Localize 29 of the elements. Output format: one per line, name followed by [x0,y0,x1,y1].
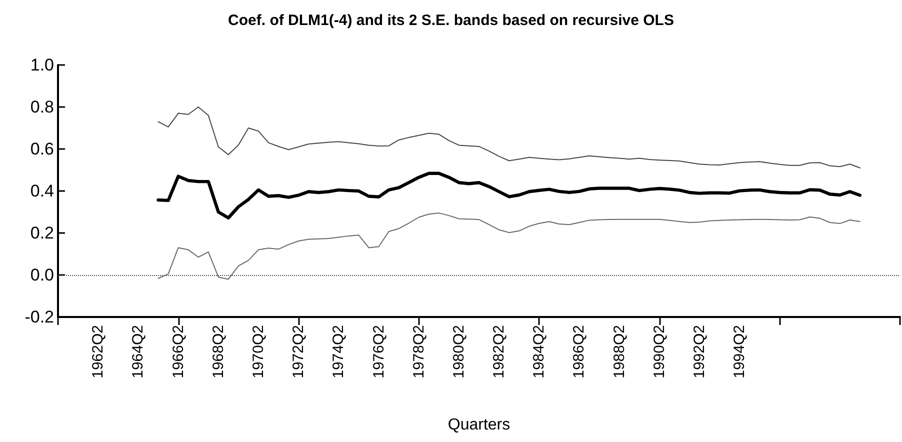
x-tick-label: 1966Q2 [170,325,187,378]
y-tick-label: 0.2 [30,224,54,242]
y-tick-label: 1.0 [30,56,54,74]
x-tick-label: 1962Q2 [90,325,107,378]
x-tick-label: 1972Q2 [290,325,308,378]
x-tick-label: 1992Q2 [691,325,708,378]
y-tick-label: 0.8 [30,98,54,116]
chart-title: Coef. of DLM1(-4) and its 2 S.E. bands based on recursive OLS [228,12,674,29]
x-tick-label: 1994Q2 [731,325,748,378]
x-tick-label: 1978Q2 [410,325,428,378]
x-tick-label: 1974Q2 [330,325,348,378]
x-tick-label: 1968Q2 [210,325,227,378]
y-tick-label: -0.2 [24,308,54,326]
line-series [158,212,860,280]
x-tick-label: 1976Q2 [370,325,388,378]
x-tick-label: 1970Q2 [250,325,267,378]
x-tick-label: 1984Q2 [530,325,548,378]
x-tick-label: 1982Q2 [490,325,508,378]
y-tick-label: 0.6 [30,140,54,158]
line-series [156,172,862,220]
x-tick-label: 1986Q2 [570,325,588,378]
x-tick-label: 1990Q2 [650,325,668,378]
y-tick-label: 0.0 [30,266,54,284]
y-tick-label: 0.4 [30,182,54,200]
x-axis-title: Quarters [448,416,510,434]
x-tick-label: 1964Q2 [130,325,147,378]
line-series [158,106,860,168]
x-tick-label: 1980Q2 [450,325,468,378]
x-tick-label: 1988Q2 [610,325,628,378]
